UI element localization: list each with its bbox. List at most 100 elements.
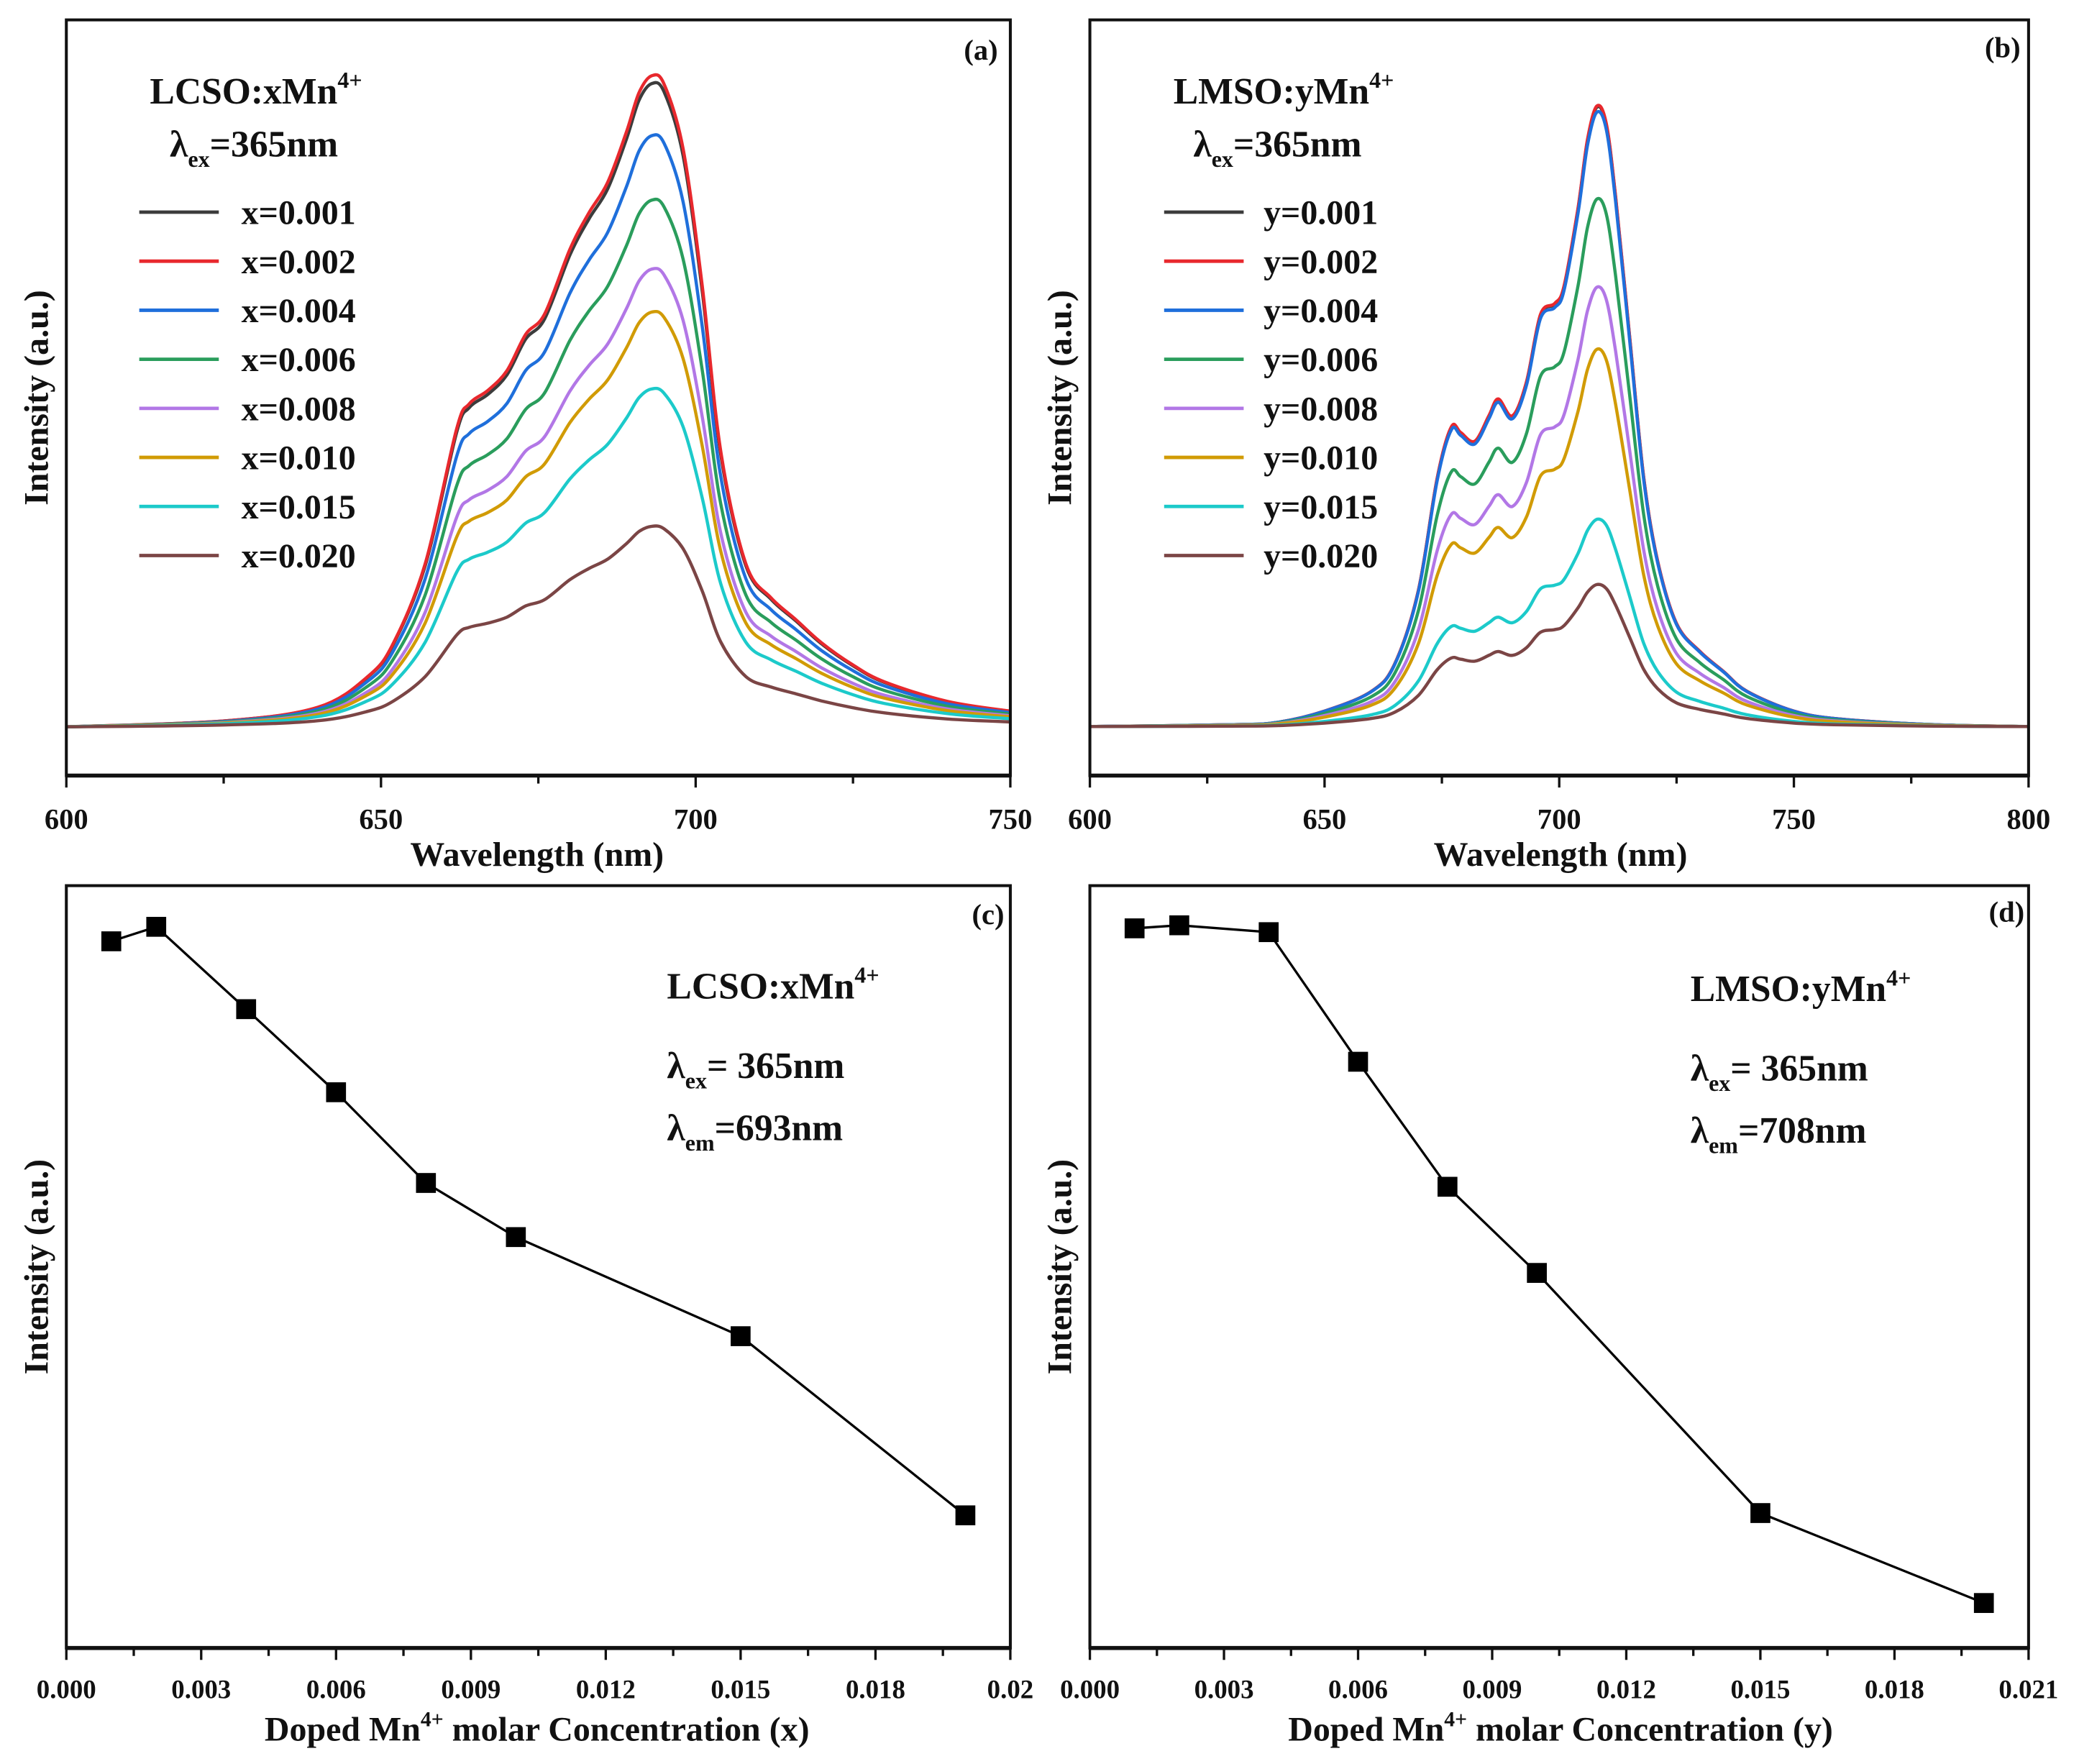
legend-label: x=0.008 (242, 390, 356, 428)
plot-frame (1088, 884, 2030, 1650)
data-point-marker (1973, 1593, 1994, 1613)
panel-label: (d) (1989, 895, 2025, 928)
legend-label: x=0.001 (242, 194, 356, 232)
annotation: λem=708nm (1691, 1110, 1867, 1158)
legend-label: y=0.001 (1264, 194, 1378, 232)
x-tick-label: 600 (1068, 803, 1112, 835)
chart-title-part: 4+ (337, 67, 362, 93)
series-line (1134, 924, 1985, 1604)
data-point-marker (1348, 1051, 1369, 1072)
x-tick-label: 0.012 (576, 1675, 636, 1704)
x-tick-label: 0.012 (1596, 1675, 1656, 1704)
series-line-x=0.008 (66, 267, 1011, 728)
legend-label: y=0.006 (1264, 341, 1378, 379)
annotation-part: λ (1193, 124, 1212, 165)
panel-label: (c) (972, 898, 1004, 931)
legend-label: y=0.008 (1264, 390, 1378, 428)
x-axis-label-part: Wavelength (nm) (1434, 836, 1688, 874)
x-axis-label-part: Wavelength (nm) (410, 836, 664, 874)
chart-title-part: LMSO:yMn (1691, 969, 1886, 1010)
data-point-marker (146, 916, 167, 937)
annotation-part: ex (1709, 1070, 1730, 1096)
x-axis-label-part: 4+ (1444, 1709, 1467, 1732)
x-tick-label: 600 (45, 803, 88, 835)
annotation-part: λ (1691, 1110, 1709, 1151)
data-point-marker (416, 1173, 437, 1193)
x-axis-label: Wavelength (nm) (410, 836, 664, 874)
panel-label: (a) (964, 34, 997, 66)
series-line-x=0.002 (66, 73, 1011, 728)
data-point-marker (1527, 1263, 1547, 1283)
data-point-marker (955, 1505, 976, 1526)
annotation-part: λ (667, 1046, 685, 1087)
panel-c: 0.000 0.003 0.006 0.009 0.012 0.015 0.018 0.02 D… (17, 884, 1034, 1749)
y-axis-label: Intensity (a.u.) (1041, 1159, 1079, 1375)
panel-b: y=0.001 y=0.002 y=0.004 y=0.006 y=0.008 y=0.0… (1041, 18, 2050, 874)
annotation-part: =693nm (715, 1108, 844, 1149)
annotation-part: λ (667, 1108, 685, 1149)
x-tick-label: 750 (989, 803, 1033, 835)
x-axis-label-part: Doped Mn (1288, 1711, 1444, 1749)
annotation-part: λ (1691, 1048, 1709, 1089)
data-point-marker (1437, 1176, 1458, 1197)
x-axis-label-part: Doped Mn (265, 1711, 421, 1749)
legend-label: x=0.002 (242, 243, 356, 281)
legend-label: x=0.020 (242, 537, 356, 575)
chart-title-part: LCSO:xMn (667, 966, 854, 1007)
legend-label: x=0.010 (242, 439, 356, 477)
annotation-part: em (1709, 1133, 1738, 1159)
x-tick-label: 0.003 (1194, 1675, 1254, 1704)
data-point-marker (1750, 1503, 1770, 1523)
x-tick-label: 0.021 (1998, 1675, 2058, 1704)
series-line-x=0.001 (66, 81, 1011, 728)
series-line-y=0.001 (1089, 105, 2029, 728)
legend-label: y=0.004 (1264, 292, 1378, 330)
series-line-x=0.020 (66, 524, 1011, 728)
x-axis-label-part: molar Concentration (x) (444, 1711, 810, 1749)
series-line-x=0.004 (66, 133, 1011, 728)
series-line (111, 925, 967, 1517)
chart-title-part: LCSO:xMn (150, 71, 337, 112)
series-line-y=0.002 (1089, 104, 2029, 728)
series-line-x=0.010 (66, 309, 1011, 728)
series-line-x=0.006 (66, 197, 1011, 728)
chart-title-part: 4+ (1886, 964, 1911, 990)
series-line-y=0.015 (1089, 517, 2029, 728)
legend-label: y=0.020 (1264, 537, 1378, 575)
data-point-marker (326, 1082, 347, 1102)
annotation-part: ex (188, 146, 209, 172)
x-tick-label: 0.02 (987, 1675, 1034, 1704)
x-axis-label-part: 4+ (421, 1709, 444, 1732)
data-point-marker (1124, 918, 1145, 938)
panel-label: (b) (1985, 31, 2021, 63)
x-tick-label: 0.003 (171, 1675, 231, 1704)
legend-label: x=0.006 (242, 341, 356, 379)
y-axis-label: Intensity (a.u.) (1041, 290, 1079, 506)
data-point-marker (236, 999, 257, 1020)
annotation: λex= 365nm (1691, 1048, 1868, 1096)
x-tick-label: 0.009 (1463, 1675, 1522, 1704)
x-tick-label: 700 (674, 803, 718, 835)
x-axis-label: Wavelength (nm) (1434, 836, 1688, 874)
x-tick-label: 0.018 (1865, 1675, 1924, 1704)
panel-a: x=0.001 x=0.002 x=0.004 x=0.006 x=0.008 x=0.0… (17, 18, 1033, 874)
annotation: λex= 365nm (667, 1046, 844, 1093)
annotation: λem=693nm (667, 1108, 843, 1156)
x-axis-label: Doped Mn4+ molar Concentration (y) (1288, 1709, 1833, 1749)
chart-title: LCSO:xMn4+ (150, 67, 362, 112)
x-tick-label: 0.015 (710, 1675, 770, 1704)
annotation-part: λ (170, 124, 188, 165)
x-tick-label: 0.018 (846, 1675, 905, 1704)
plot-frame (1088, 18, 2030, 777)
panel-d: 0.000 0.003 0.006 0.009 0.012 0.015 0.018 0.021… (1041, 884, 2058, 1749)
plot-frame (65, 884, 1012, 1650)
data-point-marker (506, 1227, 526, 1248)
data-point-marker (1258, 922, 1279, 943)
x-tick-label: 700 (1537, 803, 1581, 835)
chart-title-part: 4+ (854, 962, 879, 988)
chart-title-part: LMSO:yMn (1174, 71, 1369, 112)
annotation-part: =365nm (210, 124, 339, 165)
annotation-part: em (685, 1130, 715, 1156)
annotation-part: =365nm (1233, 124, 1362, 165)
plot-area (1124, 915, 1994, 1613)
